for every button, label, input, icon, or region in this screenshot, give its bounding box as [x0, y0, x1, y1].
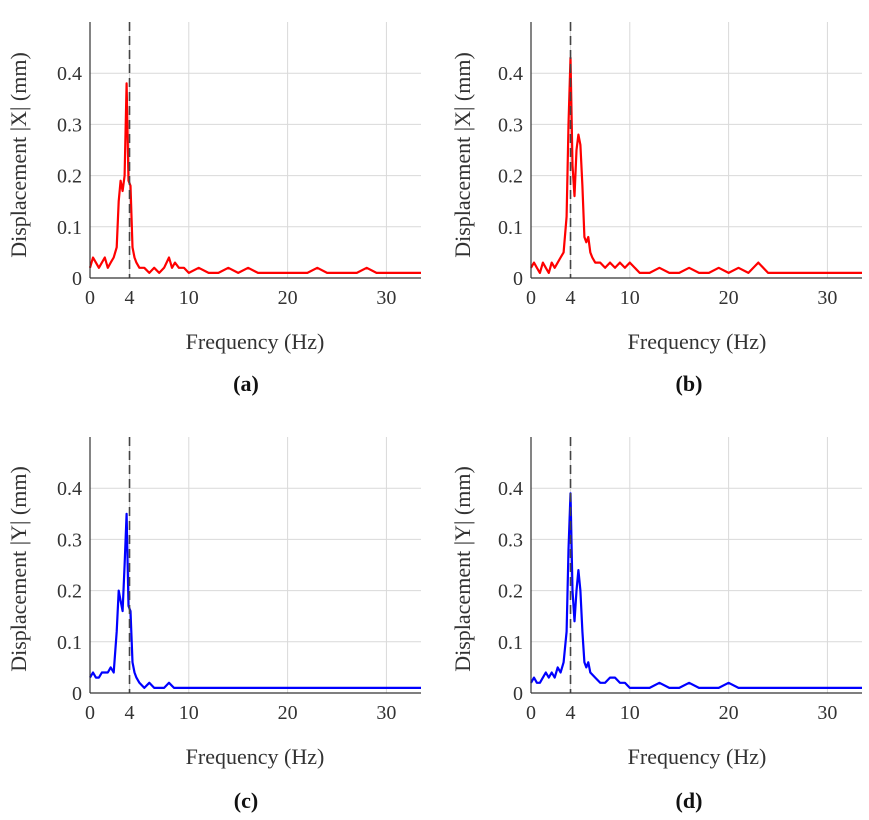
panel-label-a: (a): [233, 371, 259, 396]
x-tick-label: 0: [85, 287, 95, 309]
x-tick-label: 4: [125, 702, 135, 724]
panel-a: 0 4 10 20 30 0 0.1 0.2 0.3 0.4 Frequency (Hz) Dis…: [6, 22, 421, 396]
y-tick-label: 0.4: [498, 478, 523, 500]
panel-b: 0 4 10 20 30 0 0.1 0.2 0.3 0.4 Frequency (Hz) Dis…: [450, 22, 862, 396]
ylabel-a: Displacement |X| (mm): [6, 52, 31, 258]
y-tick-label: 0.2: [498, 581, 523, 603]
x-tick-label: 30: [376, 287, 396, 309]
y-tick-label: 0.4: [57, 63, 82, 85]
series-line: [530, 56, 862, 274]
series-line: [89, 512, 421, 690]
ylabel-b: Displacement |X| (mm): [450, 52, 475, 258]
x-tick-label: 4: [566, 287, 576, 309]
y-tick-label: 0: [513, 268, 523, 290]
x-tick-label: 0: [526, 287, 536, 309]
y-tick-label: 0.1: [498, 632, 523, 654]
x-tick-label: 10: [620, 287, 640, 309]
y-tick-label: 0.2: [57, 581, 82, 603]
y-tick-label: 0: [513, 683, 523, 705]
xlabel-a: Frequency (Hz): [186, 329, 325, 354]
x-tick-label: 4: [125, 287, 135, 309]
plot-background: [90, 22, 421, 278]
x-tick-label: 30: [817, 702, 837, 724]
x-tick-label: 20: [278, 702, 298, 724]
panel-c: 0 4 10 20 30 0 0.1 0.2 0.3 0.4 Frequency (Hz) Dis…: [6, 437, 421, 813]
panel-label-d: (d): [676, 788, 703, 813]
series-line: [88, 82, 421, 274]
x-tick-label: 20: [719, 287, 739, 309]
plot-area-b: 0 4 10 20 30 0 0.1 0.2 0.3 0.4: [498, 22, 862, 309]
x-tick-label: 20: [278, 287, 298, 309]
x-tick-label: 30: [376, 702, 396, 724]
y-tick-label: 0.1: [498, 217, 523, 239]
plot-background: [531, 22, 862, 278]
ylabel-d: Displacement |Y| (mm): [450, 466, 475, 672]
x-tick-label: 10: [179, 287, 199, 309]
y-tick-label: 0.4: [57, 478, 82, 500]
y-tick-label: 0: [72, 268, 82, 290]
xlabel-d: Frequency (Hz): [628, 744, 767, 769]
series-line: [530, 492, 862, 690]
x-tick-label: 20: [719, 702, 739, 724]
xlabel-c: Frequency (Hz): [186, 744, 325, 769]
y-tick-label: 0.3: [57, 114, 82, 136]
plot-area-c: 0 4 10 20 30 0 0.1 0.2 0.3 0.4: [57, 437, 421, 724]
x-tick-label: 10: [620, 702, 640, 724]
y-tick-label: 0.2: [498, 166, 523, 188]
y-tick-label: 0.1: [57, 217, 82, 239]
plot-area-d: 0 4 10 20 30 0 0.1 0.2 0.3 0.4: [498, 437, 862, 724]
x-tick-label: 0: [526, 702, 536, 724]
y-tick-label: 0.4: [498, 63, 523, 85]
x-tick-label: 30: [817, 287, 837, 309]
panel-label-c: (c): [234, 788, 258, 813]
x-tick-label: 0: [85, 702, 95, 724]
y-tick-label: 0.1: [57, 632, 82, 654]
panel-d: 0 4 10 20 30 0 0.1 0.2 0.3 0.4 Frequency (Hz) Dis…: [450, 437, 862, 813]
x-tick-label: 4: [566, 702, 576, 724]
panel-label-b: (b): [676, 371, 703, 396]
plot-background: [90, 437, 421, 693]
plot-area-a: 0 4 10 20 30 0 0.1 0.2 0.3 0.4: [57, 22, 421, 309]
y-tick-label: 0.3: [498, 529, 523, 551]
y-tick-label: 0: [72, 683, 82, 705]
plot-background: [531, 437, 862, 693]
x-tick-label: 10: [179, 702, 199, 724]
y-tick-label: 0.2: [57, 166, 82, 188]
xlabel-b: Frequency (Hz): [628, 329, 767, 354]
y-tick-label: 0.3: [57, 529, 82, 551]
ylabel-c: Displacement |Y| (mm): [6, 466, 31, 672]
y-tick-label: 0.3: [498, 114, 523, 136]
